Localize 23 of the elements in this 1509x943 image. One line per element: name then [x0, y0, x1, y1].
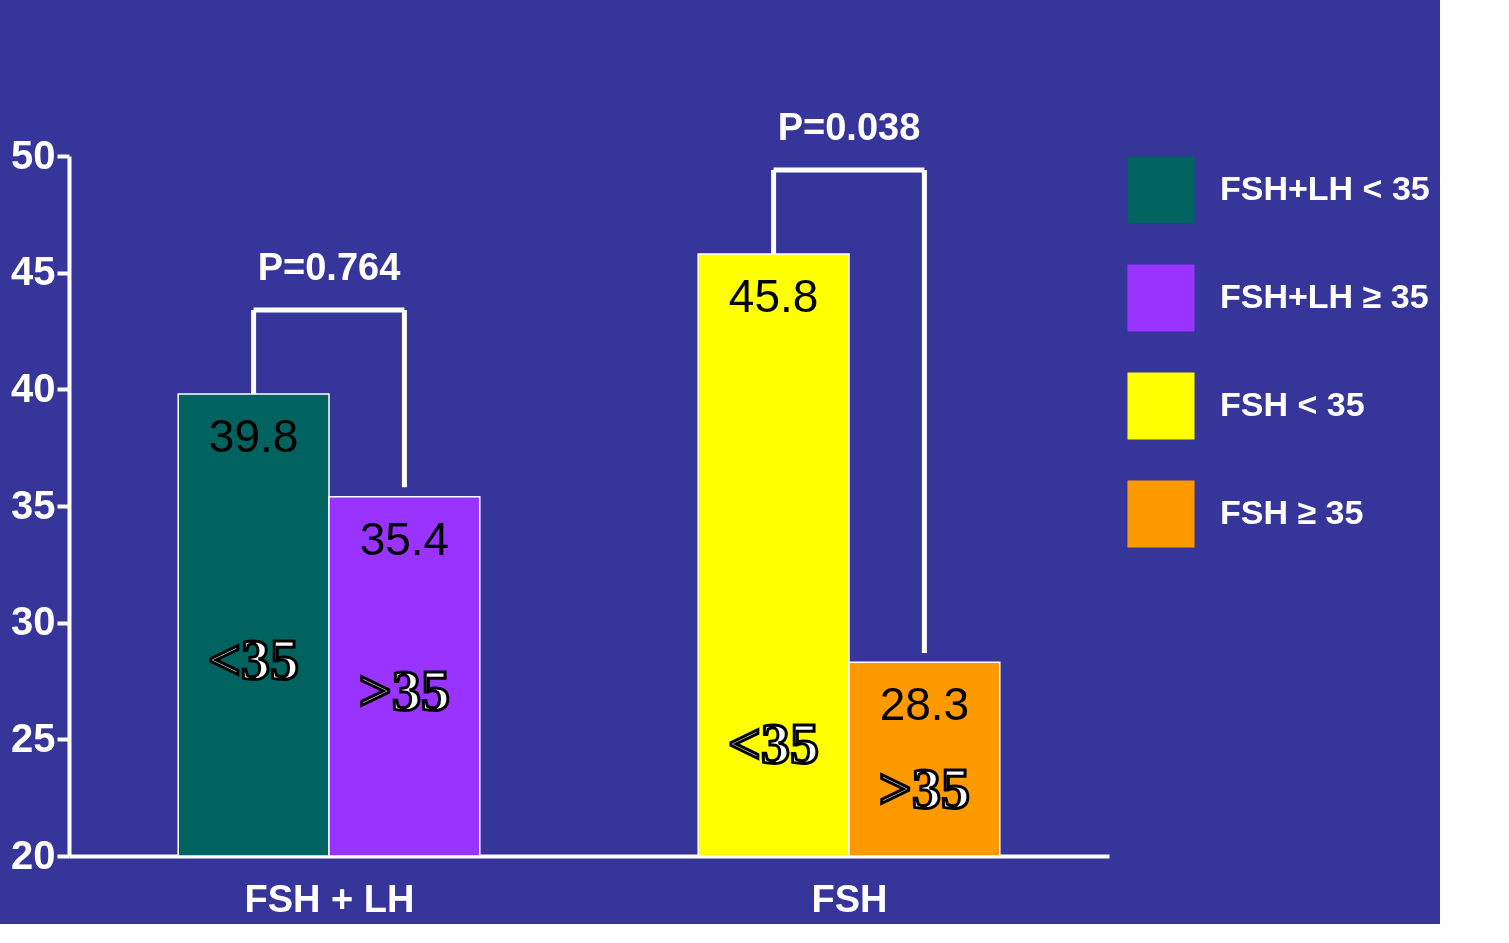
y-tick-label: 35: [11, 482, 56, 527]
y-tick-label: 40: [11, 365, 56, 410]
legend-label: FSH ≥ 35: [1220, 493, 1364, 531]
legend-label: FSH < 35: [1220, 385, 1365, 423]
annotation: <35: [728, 711, 820, 777]
annotation: P=0.038: [777, 106, 921, 148]
annotation: >35: [878, 755, 970, 821]
data-label: 39.8: [208, 410, 299, 462]
x-tick-label: FSH: [811, 877, 888, 920]
legend-label: FSH+LH < 35: [1220, 169, 1430, 207]
data-label: 28.3: [879, 678, 970, 731]
annotation: <35: [208, 627, 300, 693]
y-tick-label: 25: [11, 715, 56, 760]
annotation: P=0.764: [257, 246, 401, 288]
data-label: 35.4: [359, 512, 450, 565]
y-tick-label: 20: [11, 832, 56, 877]
y-tick-label: 30: [11, 599, 56, 644]
y-tick-label: 45: [11, 249, 56, 294]
legend-label: FSH+LH ≥ 35: [1220, 277, 1429, 315]
x-tick-label: FSH + LH: [244, 877, 415, 920]
annotation: >35: [358, 657, 450, 723]
y-tick-label: 50: [11, 132, 56, 177]
data-label: 45.8: [728, 270, 819, 322]
